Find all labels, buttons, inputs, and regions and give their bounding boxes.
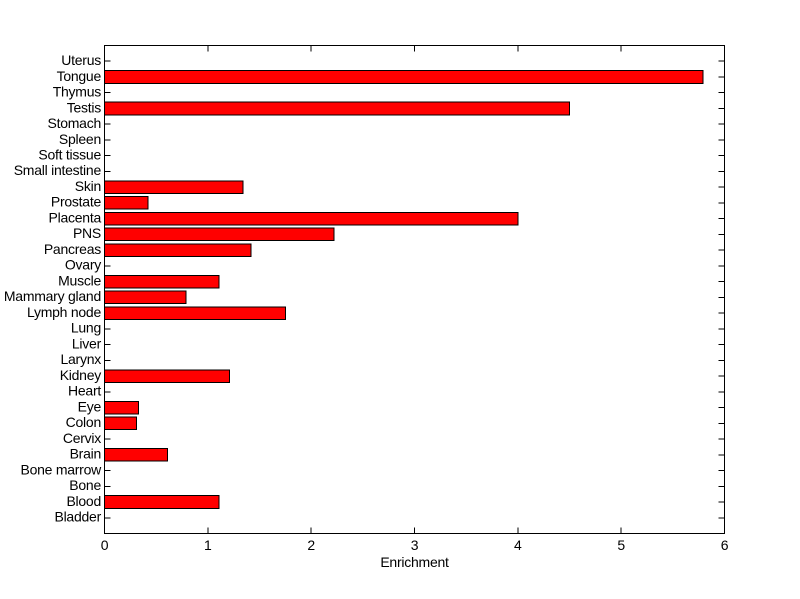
svg-text:Enrichment: Enrichment xyxy=(380,554,449,570)
svg-text:Placenta: Placenta xyxy=(49,210,102,226)
svg-text:Eye: Eye xyxy=(78,398,102,414)
svg-text:4: 4 xyxy=(514,537,522,553)
svg-text:Heart: Heart xyxy=(68,383,101,399)
svg-text:Bone: Bone xyxy=(69,477,101,493)
svg-text:0: 0 xyxy=(101,537,109,553)
svg-text:Mammary gland: Mammary gland xyxy=(4,288,101,304)
svg-text:Blood: Blood xyxy=(66,493,101,509)
svg-text:Liver: Liver xyxy=(72,335,102,351)
svg-text:Soft tissue: Soft tissue xyxy=(38,147,101,163)
svg-text:Larynx: Larynx xyxy=(60,351,101,367)
svg-text:Lymph node: Lymph node xyxy=(27,304,101,320)
svg-text:5: 5 xyxy=(617,537,625,553)
svg-text:Uterus: Uterus xyxy=(61,52,101,68)
svg-text:Kidney: Kidney xyxy=(60,367,102,383)
svg-text:Small intestine: Small intestine xyxy=(14,162,102,178)
svg-text:Bladder: Bladder xyxy=(54,509,101,525)
svg-text:1: 1 xyxy=(204,537,212,553)
svg-text:Prostate: Prostate xyxy=(51,194,102,210)
svg-text:Muscle: Muscle xyxy=(58,272,101,288)
svg-text:Tongue: Tongue xyxy=(57,68,102,84)
svg-text:Lung: Lung xyxy=(71,320,101,336)
svg-text:6: 6 xyxy=(721,537,729,553)
svg-text:Ovary: Ovary xyxy=(65,257,101,273)
svg-text:Colon: Colon xyxy=(66,414,101,430)
svg-text:2: 2 xyxy=(307,537,315,553)
svg-text:3: 3 xyxy=(411,537,419,553)
svg-text:Cervix: Cervix xyxy=(63,430,101,446)
svg-text:PNS: PNS xyxy=(73,225,101,241)
svg-text:Stomach: Stomach xyxy=(48,115,102,131)
svg-text:Testis: Testis xyxy=(67,99,102,115)
svg-text:Spleen: Spleen xyxy=(59,131,101,147)
svg-text:Bone marrow: Bone marrow xyxy=(20,461,102,477)
svg-text:Thymus: Thymus xyxy=(53,84,102,100)
svg-text:Skin: Skin xyxy=(75,178,101,194)
svg-text:Pancreas: Pancreas xyxy=(44,241,101,257)
svg-text:Brain: Brain xyxy=(70,446,101,462)
